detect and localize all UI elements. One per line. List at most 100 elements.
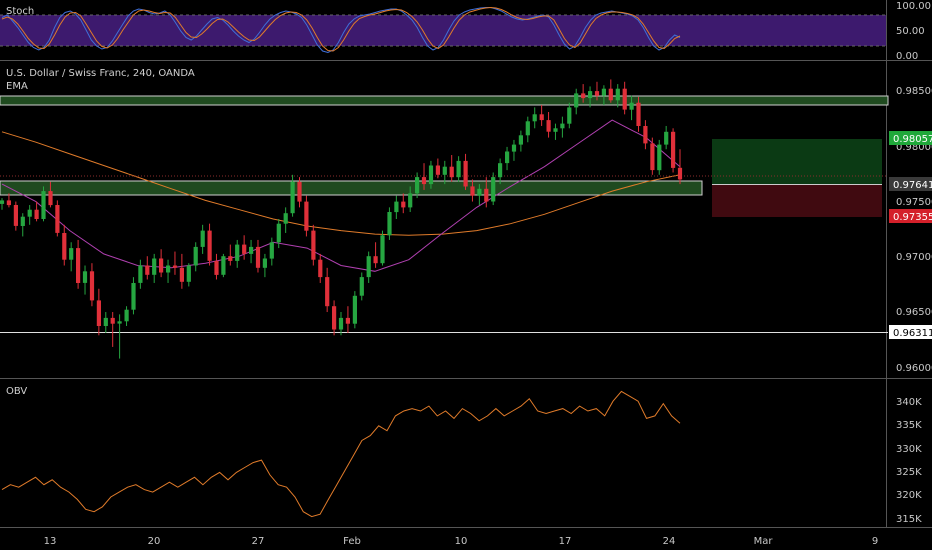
stoch-d-line bbox=[1, 6, 681, 52]
candle-body bbox=[89, 271, 95, 301]
candle bbox=[677, 149, 683, 185]
candle bbox=[671, 128, 676, 173]
price-badge-last-bg bbox=[889, 177, 932, 191]
candle bbox=[463, 153, 468, 190]
candle bbox=[574, 88, 579, 115]
candle bbox=[207, 223, 212, 266]
time-tick: 10 bbox=[455, 536, 468, 547]
candle bbox=[235, 239, 240, 268]
candle bbox=[13, 201, 18, 231]
obv-tick: 315K bbox=[896, 514, 922, 525]
time-axis[interactable]: 13 20 27 Feb 10 17 24 Mar 9 bbox=[44, 536, 879, 547]
candle-body bbox=[283, 213, 288, 224]
time-tick: 20 bbox=[148, 536, 161, 547]
candle bbox=[249, 239, 254, 264]
candle-body bbox=[664, 131, 669, 145]
candle-body bbox=[62, 233, 67, 260]
candle-body bbox=[131, 283, 136, 310]
candle-body bbox=[643, 126, 648, 144]
candle-body bbox=[671, 131, 676, 168]
candle-body bbox=[332, 306, 337, 330]
candle-body bbox=[366, 256, 371, 278]
candle-body bbox=[484, 188, 489, 202]
candle bbox=[359, 272, 364, 301]
stoch-k-line bbox=[1, 7, 681, 54]
candle bbox=[380, 230, 385, 266]
candle-body bbox=[581, 93, 586, 99]
price-badge-last: 0.97641 bbox=[889, 177, 932, 191]
candle bbox=[325, 267, 330, 313]
candle-body bbox=[249, 246, 254, 254]
support-zone[interactable] bbox=[0, 180, 703, 196]
ema-slow-line bbox=[1, 131, 681, 236]
position-target-zone[interactable] bbox=[712, 139, 882, 184]
time-tick: 24 bbox=[663, 536, 676, 547]
price-badge-support: 0.96311 bbox=[889, 325, 932, 339]
candle bbox=[76, 239, 81, 289]
candle-body bbox=[0, 200, 5, 204]
candle bbox=[166, 259, 171, 283]
candle bbox=[581, 84, 586, 103]
candle-body bbox=[110, 317, 115, 324]
long-position-tool[interactable] bbox=[712, 139, 882, 217]
candle-body bbox=[428, 165, 434, 185]
candle bbox=[643, 120, 648, 150]
candle bbox=[435, 158, 440, 179]
position-stop-zone[interactable] bbox=[712, 184, 882, 217]
candle bbox=[89, 263, 95, 307]
candle-body bbox=[553, 128, 558, 132]
candle bbox=[6, 193, 11, 208]
candle bbox=[332, 300, 337, 336]
price-badge-stop: 0.97355 bbox=[889, 209, 932, 223]
candle bbox=[55, 200, 60, 237]
candle bbox=[650, 137, 655, 175]
candle-body bbox=[221, 256, 226, 275]
candle-body bbox=[117, 321, 122, 324]
candle-body bbox=[96, 300, 101, 326]
stoch-tick: 50.00 bbox=[896, 26, 925, 37]
candle bbox=[152, 253, 157, 283]
candle bbox=[290, 174, 295, 217]
candle-body bbox=[594, 91, 600, 96]
candle-body bbox=[525, 121, 530, 136]
candle-body bbox=[200, 230, 205, 247]
candle-body bbox=[463, 160, 468, 187]
candle bbox=[546, 112, 551, 138]
candle bbox=[567, 102, 572, 129]
candle bbox=[532, 107, 537, 129]
candle-body bbox=[41, 191, 46, 219]
candle bbox=[193, 242, 198, 272]
candle-body bbox=[207, 230, 212, 261]
candle bbox=[214, 253, 219, 280]
candle-body bbox=[415, 177, 420, 194]
candle-body bbox=[615, 88, 620, 101]
candle-body bbox=[255, 246, 261, 268]
candle-body bbox=[325, 277, 330, 307]
candle bbox=[221, 253, 226, 278]
candle-body bbox=[55, 205, 60, 233]
candle bbox=[138, 259, 143, 289]
candle-body bbox=[103, 317, 108, 326]
candle-body bbox=[27, 209, 32, 217]
candle bbox=[622, 81, 627, 115]
candle-body bbox=[359, 277, 364, 296]
stoch-panel: Stoch 100.00 50.00 0.00 bbox=[0, 1, 931, 62]
resistance-zone[interactable] bbox=[0, 95, 889, 106]
candle bbox=[345, 306, 350, 333]
candle-body bbox=[380, 235, 385, 264]
candle-body bbox=[539, 114, 544, 121]
candle bbox=[131, 277, 136, 315]
candle-body bbox=[546, 120, 551, 132]
candle bbox=[456, 156, 461, 182]
candle bbox=[269, 237, 274, 266]
candle bbox=[366, 251, 371, 283]
time-tick: Mar bbox=[754, 536, 774, 547]
candle bbox=[608, 79, 613, 103]
candle-body bbox=[601, 88, 606, 96]
